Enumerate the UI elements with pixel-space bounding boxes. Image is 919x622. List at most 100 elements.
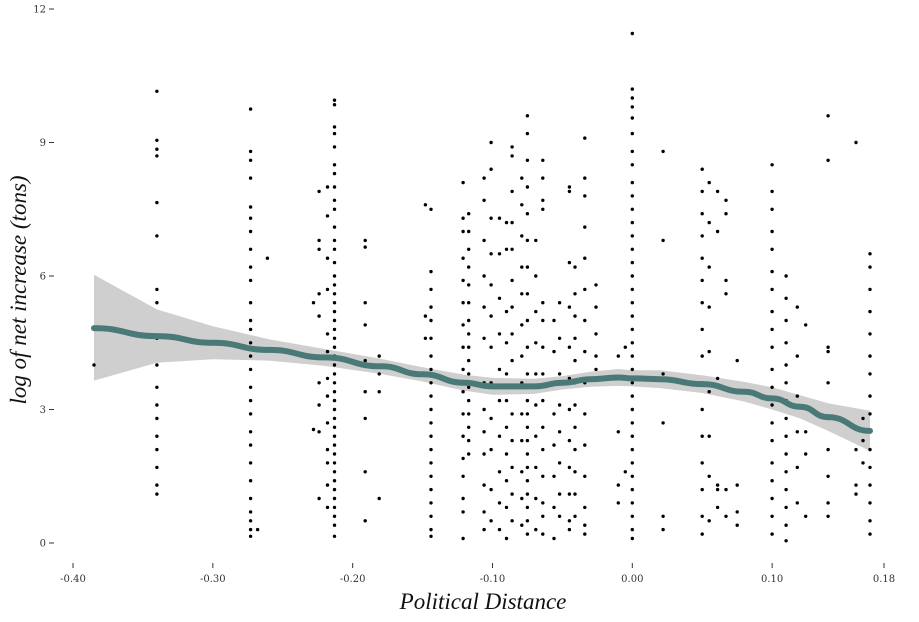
data-point xyxy=(795,305,799,309)
data-point xyxy=(520,292,524,296)
data-point xyxy=(482,238,486,243)
data-point xyxy=(520,203,524,207)
data-point xyxy=(534,403,538,407)
data-point xyxy=(525,372,530,376)
data-point xyxy=(573,514,577,518)
data-point xyxy=(583,176,587,180)
data-point xyxy=(707,519,711,523)
data-point xyxy=(429,336,433,340)
data-point xyxy=(248,205,253,209)
data-point xyxy=(497,470,502,474)
data-point xyxy=(630,447,634,452)
data-point xyxy=(255,527,260,532)
data-point xyxy=(557,301,562,305)
data-point xyxy=(332,496,337,501)
data-point xyxy=(520,234,524,238)
data-point xyxy=(311,427,316,432)
data-point xyxy=(630,501,634,505)
data-point xyxy=(567,519,572,523)
data-point xyxy=(567,465,572,470)
data-point xyxy=(332,103,337,107)
data-point xyxy=(623,345,627,349)
data-point xyxy=(552,505,556,510)
data-point xyxy=(534,274,538,278)
data-point xyxy=(770,496,774,501)
data-point xyxy=(504,247,509,251)
data-point xyxy=(557,430,562,434)
data-point xyxy=(504,398,509,403)
data-point xyxy=(567,260,572,265)
data-point xyxy=(332,292,337,296)
data-point xyxy=(429,514,433,518)
data-point xyxy=(461,345,465,349)
data-point xyxy=(567,492,572,496)
data-point xyxy=(557,336,562,340)
data-point xyxy=(520,354,524,358)
data-point xyxy=(429,394,433,398)
data-point xyxy=(317,238,321,243)
data-point xyxy=(784,381,788,385)
data-point xyxy=(541,198,545,202)
data-point xyxy=(325,332,330,336)
data-point xyxy=(248,229,253,234)
data-point xyxy=(461,434,465,438)
data-point xyxy=(482,407,486,412)
data-point xyxy=(804,452,808,456)
data-point xyxy=(630,180,634,185)
data-point xyxy=(510,220,514,225)
data-point xyxy=(707,474,711,478)
data-point xyxy=(630,314,634,318)
data-point xyxy=(735,358,739,363)
data-point xyxy=(332,381,337,385)
data-point xyxy=(317,189,321,194)
data-point xyxy=(461,390,465,394)
data-point xyxy=(332,225,337,229)
data-point xyxy=(795,465,799,470)
data-point xyxy=(155,200,159,205)
data-point xyxy=(630,421,634,425)
data-point xyxy=(510,332,514,336)
data-point xyxy=(155,434,159,438)
data-point xyxy=(363,358,367,363)
data-point xyxy=(377,390,381,394)
data-point xyxy=(868,532,872,536)
data-point xyxy=(248,496,253,501)
data-point xyxy=(467,425,471,429)
data-point xyxy=(715,229,720,234)
data-point xyxy=(482,527,486,532)
data-point xyxy=(583,256,587,260)
data-point xyxy=(573,403,577,407)
data-point xyxy=(363,416,367,421)
data-point xyxy=(429,527,433,532)
data-point xyxy=(332,479,337,483)
data-point xyxy=(317,430,321,434)
data-point xyxy=(868,501,872,505)
data-point xyxy=(541,425,545,429)
data-point xyxy=(724,198,728,202)
data-point xyxy=(423,203,428,207)
y-tick-label: 9 xyxy=(40,138,46,149)
data-point xyxy=(482,510,486,514)
data-point xyxy=(248,341,253,345)
data-point xyxy=(510,145,514,149)
data-point xyxy=(248,443,253,447)
data-point xyxy=(155,492,159,496)
data-point xyxy=(429,534,433,538)
data-point xyxy=(489,447,493,452)
data-point xyxy=(317,403,321,407)
data-point xyxy=(630,31,634,36)
data-point xyxy=(467,358,471,363)
data-point xyxy=(525,465,530,470)
data-point xyxy=(311,301,316,305)
data-point xyxy=(630,287,634,292)
data-point xyxy=(461,367,465,372)
data-point xyxy=(583,532,587,536)
data-point xyxy=(735,523,739,527)
data-point xyxy=(715,483,720,487)
data-point xyxy=(868,412,872,416)
data-point xyxy=(525,212,530,216)
data-point xyxy=(541,372,545,376)
data-point xyxy=(707,180,711,185)
data-point xyxy=(461,256,465,260)
data-point xyxy=(248,247,253,251)
